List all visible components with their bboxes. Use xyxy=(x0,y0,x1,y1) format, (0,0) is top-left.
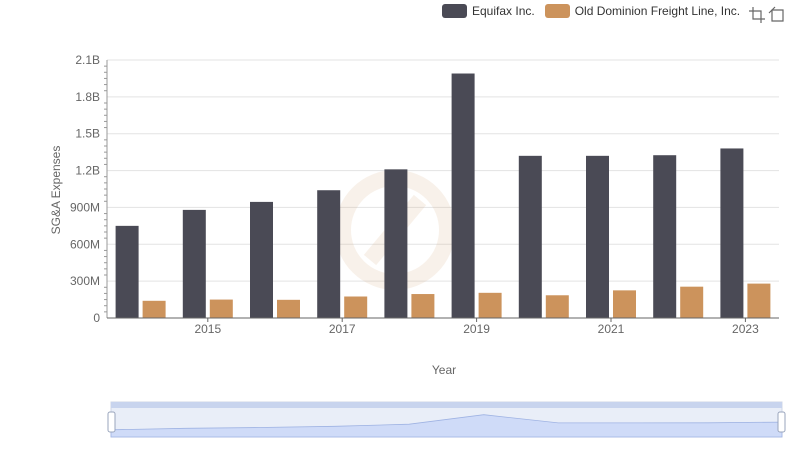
bar-equifax-2022 xyxy=(653,155,677,318)
x-tick-label: 2021 xyxy=(598,322,625,336)
x-axis-title: Year xyxy=(432,363,456,377)
bar-old-dominion-2015 xyxy=(209,299,233,318)
y-axis: 0 300M 600M 900M 1.2B 1.5B 1.8B 2.1B xyxy=(70,53,108,325)
bar-equifax-2021 xyxy=(586,155,609,318)
bar-equifax-2015 xyxy=(182,209,206,318)
bar-equifax-2018 xyxy=(384,169,408,318)
slider-top-bar[interactable] xyxy=(111,402,782,408)
slider-handle-right[interactable] xyxy=(777,411,786,433)
bar-old-dominion-2017 xyxy=(344,296,368,318)
x-tick-label: 2015 xyxy=(194,322,221,336)
bar-old-dominion-2023 xyxy=(747,283,771,318)
y-tick-label: 1.5B xyxy=(75,127,100,141)
x-tick-label: 2019 xyxy=(463,322,490,336)
bar-equifax-2017 xyxy=(317,190,341,318)
legend-label-old-dominion: Old Dominion Freight Line, Inc. xyxy=(574,4,741,18)
chart-legend: Equifax Inc. Old Dominion Freight Line, … xyxy=(442,4,750,18)
y-tick-label: 900M xyxy=(70,200,100,214)
grid-lines xyxy=(107,59,779,319)
legend-swatch-equifax xyxy=(442,4,467,18)
bar-old-dominion-2020 xyxy=(545,295,569,318)
zoom-icon[interactable] xyxy=(748,6,766,24)
slider-handle-left[interactable] xyxy=(107,411,116,433)
restore-icon[interactable] xyxy=(768,6,786,24)
chart-toolbox xyxy=(746,6,786,24)
x-tick-label: 2017 xyxy=(329,322,356,336)
y-tick-label: 600M xyxy=(70,237,100,251)
legend-label-equifax: Equifax Inc. xyxy=(472,4,535,18)
y-axis-title: SG&A Expenses xyxy=(49,146,63,235)
x-axis: 2015 2017 2019 2021 2023 xyxy=(107,317,779,336)
bar-old-dominion-2021 xyxy=(613,290,636,318)
bar-equifax-2016 xyxy=(250,201,273,318)
bar-old-dominion-2022 xyxy=(680,286,704,318)
legend-swatch-old-dominion xyxy=(544,4,570,18)
y-tick-label: 2.1B xyxy=(75,53,100,67)
bar-equifax-2014 xyxy=(115,225,139,318)
bar-old-dominion-2018 xyxy=(411,294,435,318)
bar-equifax-2023 xyxy=(720,148,744,318)
bar-old-dominion-2014 xyxy=(142,300,166,318)
y-tick-label: 1.8B xyxy=(75,90,100,104)
x-tick-label: 2023 xyxy=(732,322,759,336)
bar-old-dominion-2019 xyxy=(478,292,502,318)
y-tick-label: 300M xyxy=(70,274,100,288)
bars xyxy=(115,73,771,318)
bar-equifax-2019 xyxy=(451,73,475,318)
data-zoom-slider[interactable] xyxy=(107,401,786,438)
legend-item-old-dominion[interactable]: Old Dominion Freight Line, Inc. xyxy=(544,4,741,18)
legend-item-equifax[interactable]: Equifax Inc. xyxy=(442,4,535,18)
y-tick-label: 1.2B xyxy=(75,164,100,178)
bar-equifax-2020 xyxy=(518,155,542,318)
y-tick-label: 0 xyxy=(93,311,100,325)
bar-old-dominion-2016 xyxy=(277,299,300,318)
